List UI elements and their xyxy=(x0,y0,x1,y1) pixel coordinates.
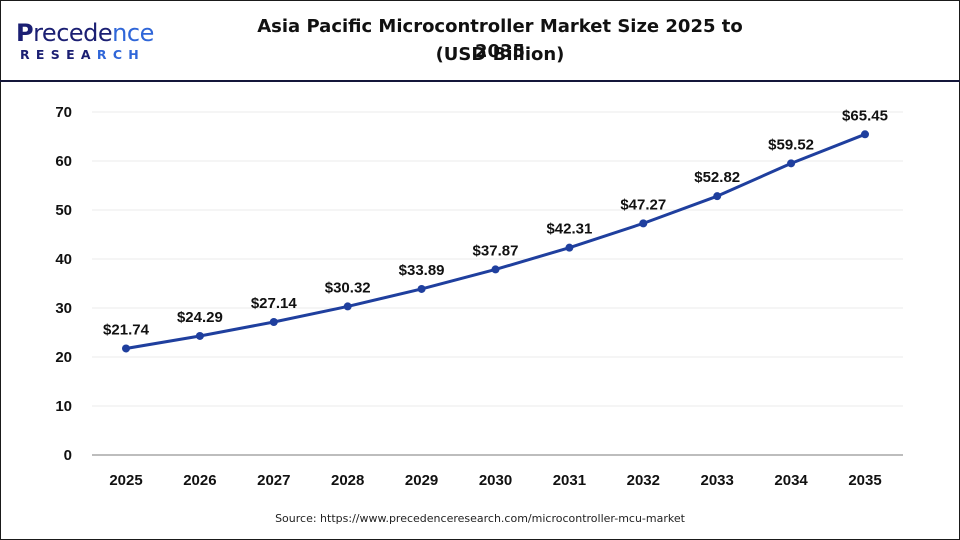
data-label: $21.74 xyxy=(103,321,150,338)
x-axis-tick-label: 2031 xyxy=(553,472,586,489)
data-label: $30.32 xyxy=(325,279,371,296)
data-point-marker xyxy=(417,284,426,293)
data-label: $24.29 xyxy=(177,309,223,326)
y-axis-tick-label: 60 xyxy=(55,153,72,170)
data-point-marker xyxy=(122,344,130,353)
header: Precedence RESEARCH Asia Pacific Microco… xyxy=(0,0,960,80)
chart-subtitle: (USD Billion) xyxy=(435,44,565,65)
data-label: $47.27 xyxy=(620,196,666,213)
y-axis-tick-label: 50 xyxy=(55,202,72,219)
data-label: $33.89 xyxy=(399,262,445,279)
data-point-marker xyxy=(195,331,204,340)
data-point-marker xyxy=(787,159,796,168)
x-axis-tick-label: 2032 xyxy=(627,472,660,489)
data-label: $59.52 xyxy=(768,136,814,153)
logo-wordmark: Precedence xyxy=(16,19,154,47)
y-axis-tick-label: 30 xyxy=(55,300,72,317)
data-label: $37.87 xyxy=(473,242,519,259)
y-axis-tick-label: 70 xyxy=(55,104,72,121)
x-axis-tick-label: 2028 xyxy=(331,472,364,489)
header-divider xyxy=(0,80,960,82)
y-axis-tick-label: 20 xyxy=(55,349,72,366)
source-note: Source: https://www.precedenceresearch.c… xyxy=(275,512,685,525)
data-point-marker xyxy=(713,192,722,201)
logo-subtitle: RESEARCH xyxy=(20,47,146,62)
chart-title: Asia Pacific Microcontroller Market Size… xyxy=(257,16,743,62)
data-label: $42.31 xyxy=(546,221,592,238)
x-axis-tick-label: 2026 xyxy=(183,472,216,489)
data-label: $65.45 xyxy=(842,107,888,124)
data-point-marker xyxy=(565,243,574,252)
x-axis-tick-label: 2034 xyxy=(774,472,808,489)
data-line xyxy=(125,132,866,350)
data-point-marker xyxy=(343,302,352,311)
x-axis-tick-label: 2025 xyxy=(109,472,142,489)
x-axis-tick-label: 2030 xyxy=(479,472,512,489)
data-point-marker xyxy=(269,318,278,327)
y-axis-tick-label: 0 xyxy=(64,447,72,464)
data-point-marker xyxy=(491,265,500,274)
x-axis-tick-label: 2033 xyxy=(701,472,734,489)
x-axis-tick-label: 2035 xyxy=(848,472,881,489)
y-axis-tick-label: 10 xyxy=(55,398,72,415)
data-label: $27.14 xyxy=(251,295,298,312)
data-point-marker xyxy=(861,130,869,139)
data-point-marker xyxy=(639,219,648,228)
precedence-research-logo: Precedence RESEARCH xyxy=(16,20,166,64)
x-axis-tick-label: 2029 xyxy=(405,472,438,489)
y-axis-tick-label: 40 xyxy=(55,251,72,268)
x-axis-tick-label: 2027 xyxy=(257,472,290,489)
data-label: $52.82 xyxy=(694,169,740,186)
